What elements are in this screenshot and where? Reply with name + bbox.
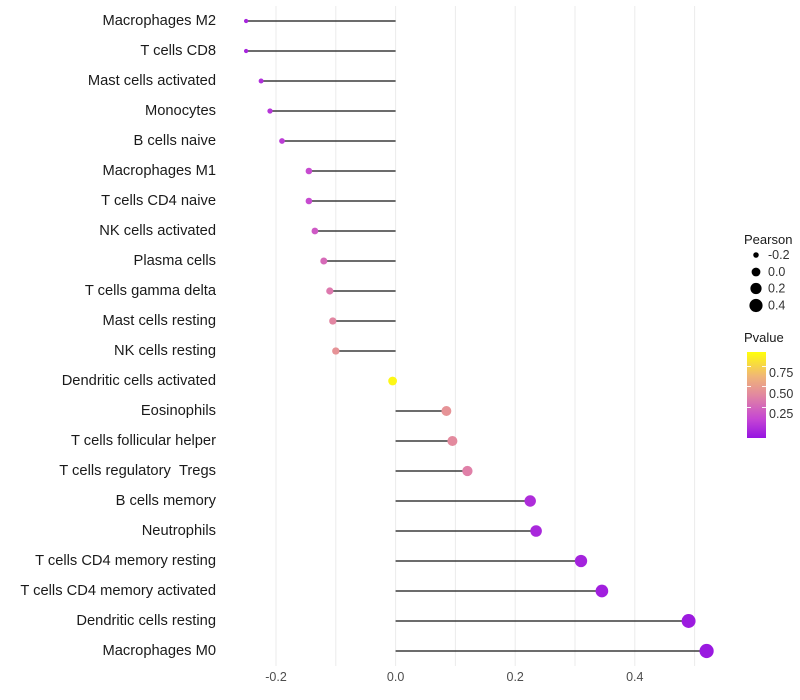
svg-text:-0.2: -0.2 xyxy=(768,250,790,262)
svg-text:0.0: 0.0 xyxy=(768,265,785,279)
svg-text:0.2: 0.2 xyxy=(768,282,785,296)
svg-text:0.4: 0.4 xyxy=(768,299,785,313)
